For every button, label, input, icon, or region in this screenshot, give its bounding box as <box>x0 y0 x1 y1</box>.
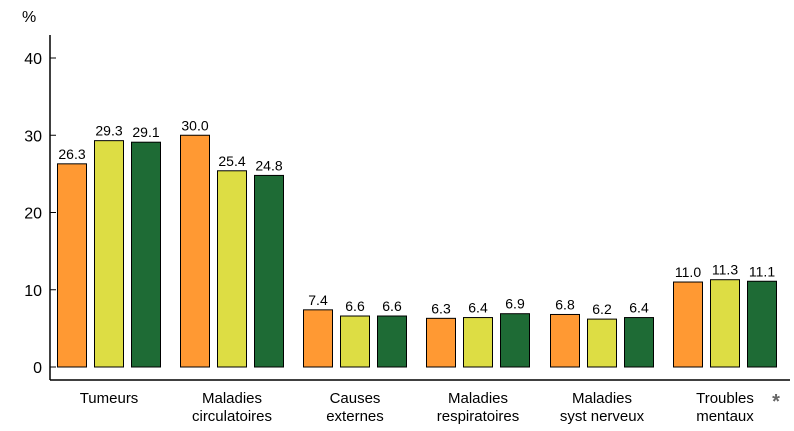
data-label: 29.1 <box>132 124 159 140</box>
data-label: 6.6 <box>345 298 365 314</box>
bar <box>673 281 703 368</box>
footnote-asterisk: * <box>772 391 780 413</box>
category-label: syst nerveux <box>560 408 645 425</box>
category-labels: Tumeurs MaladiescirculatoiresCausesextern… <box>80 390 780 425</box>
data-label: 26.3 <box>58 146 85 162</box>
y-tick-label: 10 <box>24 283 42 300</box>
data-label: 11.3 <box>712 262 738 278</box>
data-label: 6.6 <box>382 298 402 314</box>
category-label: circulatoires <box>192 408 272 425</box>
data-labels: 26.3 30.0 7.4 6.3 6.8 11.0 29.3 25.4 6.6 6.4 6.2 11… <box>58 117 775 317</box>
category-label: externes <box>326 408 384 425</box>
y-tick-label: 30 <box>24 128 42 145</box>
category-label: mentaux <box>696 408 754 425</box>
bar <box>340 315 370 368</box>
bar <box>747 280 777 368</box>
bar <box>463 317 493 368</box>
bar <box>377 315 407 368</box>
bar <box>624 317 654 368</box>
data-label: 6.4 <box>629 300 649 316</box>
bar <box>217 170 247 368</box>
data-label: 11.1 <box>749 263 775 279</box>
data-label: 29.3 <box>95 123 122 139</box>
bar <box>57 163 87 368</box>
y-tick-label: 20 <box>24 206 42 223</box>
bar <box>303 309 333 368</box>
category-label: Causes <box>330 390 381 407</box>
bar <box>254 174 284 368</box>
data-label: 6.8 <box>555 296 575 312</box>
y-tick-label: 0 <box>33 360 42 377</box>
category-label: Maladies <box>202 390 262 407</box>
bars <box>57 134 777 368</box>
bar <box>131 141 161 368</box>
bar <box>550 313 580 368</box>
y-axis-label: % <box>22 9 36 26</box>
bar <box>94 140 124 368</box>
data-label: 6.2 <box>592 301 612 317</box>
y-ticks: 0 10 20 30 40 <box>24 51 56 377</box>
bar <box>710 279 740 368</box>
category-label: Troubles <box>696 390 754 407</box>
y-tick-label: 40 <box>24 51 42 68</box>
bar <box>587 318 617 368</box>
bar <box>180 134 210 368</box>
category-label: respiratoires <box>437 408 520 425</box>
data-label: 24.8 <box>255 157 282 173</box>
category-label: Maladies <box>572 390 632 407</box>
data-label: 11.0 <box>675 264 701 280</box>
data-label: 6.9 <box>505 296 525 312</box>
bar <box>426 317 456 368</box>
bar <box>500 313 530 368</box>
data-label: 6.3 <box>431 300 451 316</box>
category-label: Tumeurs <box>80 390 139 407</box>
data-label: 7.4 <box>308 292 328 308</box>
data-label: 6.4 <box>468 300 488 316</box>
data-label: 25.4 <box>218 153 245 169</box>
data-label: 30.0 <box>181 117 208 133</box>
category-label: Maladies <box>448 390 508 407</box>
